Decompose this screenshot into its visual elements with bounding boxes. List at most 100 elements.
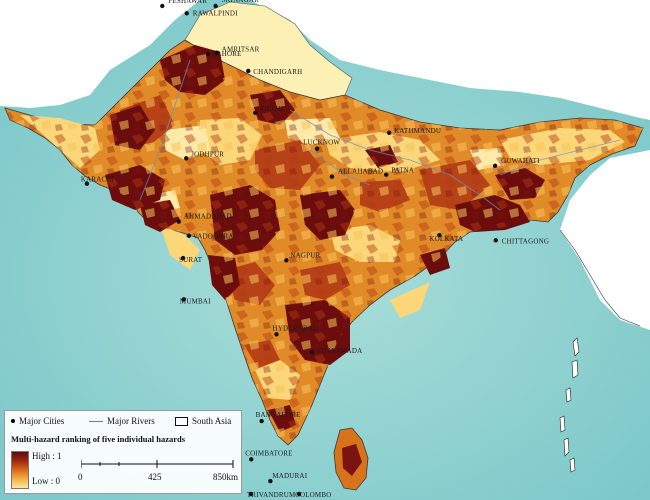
scale-bar (81, 460, 234, 468)
legend-title: Multi-hazard ranking of five individual … (11, 434, 186, 444)
city-label: ALLAHABAD (338, 168, 383, 176)
legend-major-rivers-label: Major Rivers (107, 416, 155, 426)
city-dot-icon (248, 491, 254, 497)
city-dot-icon (186, 233, 192, 238)
city-label: KARACHI (81, 176, 115, 184)
legend-major-cities-label: Major Cities (19, 416, 65, 426)
outside-land-west (0, 0, 650, 120)
city-vadodara: VADODARA (186, 233, 234, 241)
city-label: AHMADABAD (184, 213, 232, 221)
city-peshawar: PESHAWAR (160, 0, 207, 9)
city-allahabad: ALLAHABAD (329, 168, 383, 179)
city-karachi: KARACHI (81, 176, 115, 186)
myanmar-coast-outline (559, 229, 641, 327)
city-label: TRIVANDRUM (247, 491, 296, 499)
city-dot-icon (84, 181, 90, 186)
city-chittagong: CHITTAGONG (493, 237, 549, 245)
city-label: CHITTAGONG (502, 237, 549, 245)
city-label: COIMBATORE (245, 449, 292, 457)
major-rivers (139, 59, 621, 211)
city-label: LAHORE (212, 50, 242, 58)
city-label: HYDERABAD (272, 324, 318, 332)
city-chandigarh: CHANDIGARH (246, 68, 302, 76)
city-rawalpindi: RAWALPINDI (184, 9, 238, 17)
city-srinagar: SRINAGAR (213, 0, 260, 9)
city-coimbatore: COIMBATORE (245, 449, 292, 462)
city-mumbai: MUMBAI (180, 297, 211, 305)
city-dot-icon (11, 419, 15, 423)
city-madurai: MADURAI (268, 472, 307, 484)
city-vijayawada: VIJAYAWADA (309, 347, 362, 355)
city-label: PATNA (391, 167, 414, 175)
scale-max-value: 850 (213, 472, 227, 482)
scale-label-0: 0 (78, 472, 83, 482)
city-dot-icon (309, 350, 315, 355)
city-lahore: LAHORE (205, 50, 242, 58)
legend-high-label: High : 1 (32, 451, 62, 461)
city-dot-icon (214, 50, 219, 55)
legend-south-asia-label: South Asia (192, 416, 232, 426)
city-dot-icon (160, 3, 165, 9)
city-dot-icon (181, 297, 187, 302)
city-kolkata: KOLKATA (429, 232, 463, 243)
city-label: RAWALPINDI (193, 9, 238, 17)
city-ahmadabad: AHMADABAD (176, 213, 232, 224)
legend: Major Cities Major Rivers South Asia Mul… (4, 410, 242, 494)
city-dot-icon (329, 174, 335, 179)
city-label: MUMBAI (180, 297, 211, 305)
city-bangalore: BANGALORE (256, 411, 301, 424)
city-dot-icon (253, 110, 258, 116)
river-line-icon (89, 420, 103, 422)
city-dot-icon (284, 258, 289, 263)
boundary-box-icon (175, 416, 188, 426)
city-label: JODHPUR (191, 150, 224, 158)
city-markers: PESHAWAR SRINAGAR RAWALPINDI LAHOREAMRITSAR… (81, 0, 549, 499)
city-kathmandu: KATHMANDU (386, 127, 441, 136)
city-label: AMRITSAR (222, 46, 260, 54)
city-label: KATHMANDU (394, 127, 441, 135)
city-dot-icon (274, 332, 279, 337)
legend-major-rivers: Major Rivers (89, 416, 155, 426)
city-dot-icon (314, 146, 320, 151)
city-label: CHANDIGARH (253, 68, 302, 76)
city-dot-icon (176, 219, 182, 224)
city-hyderabad: HYDERABAD (272, 324, 318, 337)
city-amritsar: AMRITSAR (214, 46, 260, 55)
city-dot-icon (259, 418, 264, 424)
city-delhi: DELHI (253, 105, 284, 116)
scale-unit: km (226, 472, 239, 482)
city-lucknow: LUCKNOW (303, 139, 340, 151)
city-nagpur: NAGPUR (284, 251, 320, 263)
city-dot-icon (180, 255, 186, 261)
city-dot-icon (184, 156, 189, 161)
city-label: COLOMBO (295, 491, 331, 499)
city-label: GUWAHATI (501, 157, 540, 165)
city-label: SURAT (179, 256, 203, 264)
city-patna: PATNA (384, 167, 414, 177)
city-dot-icon (492, 163, 498, 169)
city-dot-icon (493, 238, 498, 243)
city-dot-icon (246, 68, 251, 74)
legend-major-cities: Major Cities (11, 416, 64, 426)
city-label: BANGALORE (256, 411, 301, 419)
city-dot-icon (296, 491, 302, 497)
city-label: SRINAGAR (222, 0, 260, 4)
city-jodhpur: JODHPUR (184, 150, 224, 161)
scale-label-max: 850km (213, 472, 238, 482)
outside-land-east (560, 150, 650, 330)
city-dot-icon (268, 478, 273, 484)
city-label: VADODARA (193, 233, 234, 241)
andaman-islands (559, 337, 580, 473)
city-dot-icon (384, 172, 389, 177)
city-label: LUCKNOW (303, 139, 340, 147)
city-guwahati: GUWAHATI (492, 157, 540, 169)
city-dot-icon (213, 3, 218, 9)
city-surat: SURAT (179, 255, 203, 264)
city-trivandrum: TRIVANDRUM (247, 491, 296, 499)
city-label: KOLKATA (429, 235, 463, 243)
city-dot-icon (249, 457, 254, 462)
city-label: VIJAYAWADA (316, 347, 362, 355)
city-dot-icon (386, 130, 392, 136)
